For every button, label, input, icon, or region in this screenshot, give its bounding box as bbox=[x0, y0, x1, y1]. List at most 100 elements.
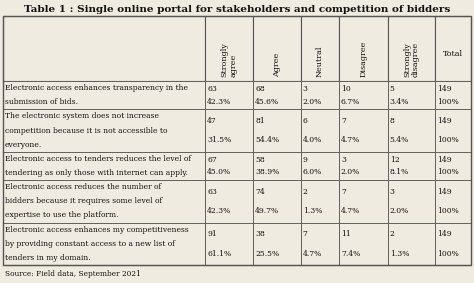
Text: Strongly
disagree: Strongly disagree bbox=[403, 42, 420, 77]
Bar bbox=[3, 222, 205, 265]
Text: 3: 3 bbox=[390, 188, 395, 196]
Bar bbox=[388, 222, 436, 265]
Bar bbox=[436, 152, 471, 180]
Bar bbox=[205, 81, 253, 109]
Text: 25.5%: 25.5% bbox=[255, 250, 279, 258]
Text: competition because it is not accessible to: competition because it is not accessible… bbox=[5, 127, 167, 134]
Bar bbox=[339, 81, 388, 109]
Bar bbox=[253, 222, 301, 265]
Text: 31.5%: 31.5% bbox=[207, 136, 232, 144]
Text: 4.7%: 4.7% bbox=[341, 207, 360, 215]
Text: 3.4%: 3.4% bbox=[390, 98, 409, 106]
Text: 100%: 100% bbox=[438, 250, 459, 258]
Bar bbox=[388, 152, 436, 180]
Bar bbox=[436, 16, 471, 81]
Text: 63: 63 bbox=[207, 188, 217, 196]
Text: 4.7%: 4.7% bbox=[341, 136, 360, 144]
Bar bbox=[253, 16, 301, 81]
Text: 1.3%: 1.3% bbox=[303, 207, 322, 215]
Text: Electronic access enhances transparency in the: Electronic access enhances transparency … bbox=[5, 84, 188, 92]
Text: tenders in my domain.: tenders in my domain. bbox=[5, 254, 91, 262]
Bar bbox=[388, 109, 436, 152]
Text: 100%: 100% bbox=[438, 98, 459, 106]
Bar bbox=[205, 152, 253, 180]
Bar bbox=[253, 152, 301, 180]
Text: 7: 7 bbox=[303, 230, 308, 239]
Text: 3: 3 bbox=[341, 156, 346, 164]
Text: 49.7%: 49.7% bbox=[255, 207, 279, 215]
Text: bidders because it requires some level of: bidders because it requires some level o… bbox=[5, 197, 162, 205]
Text: 2: 2 bbox=[303, 188, 308, 196]
Text: 2.0%: 2.0% bbox=[390, 207, 409, 215]
Bar bbox=[253, 180, 301, 222]
Text: 8.1%: 8.1% bbox=[390, 168, 409, 176]
Bar bbox=[436, 222, 471, 265]
Bar bbox=[301, 152, 339, 180]
Bar bbox=[301, 222, 339, 265]
Bar bbox=[339, 180, 388, 222]
Bar bbox=[301, 81, 339, 109]
Text: 2: 2 bbox=[390, 230, 394, 239]
Bar bbox=[3, 152, 205, 180]
Bar bbox=[301, 16, 339, 81]
Bar bbox=[3, 81, 205, 109]
Text: 2.0%: 2.0% bbox=[303, 98, 322, 106]
Text: Source: Field data, September 2021: Source: Field data, September 2021 bbox=[5, 271, 141, 278]
Bar bbox=[301, 180, 339, 222]
Text: 6: 6 bbox=[303, 117, 308, 125]
Text: 81: 81 bbox=[255, 117, 265, 125]
Bar bbox=[436, 180, 471, 222]
Text: Strongly
agree: Strongly agree bbox=[220, 42, 238, 77]
Bar bbox=[205, 109, 253, 152]
Text: 100%: 100% bbox=[438, 168, 459, 176]
Text: 149: 149 bbox=[438, 117, 452, 125]
Bar bbox=[339, 222, 388, 265]
Bar bbox=[253, 81, 301, 109]
Text: tendering as only those with internet can apply.: tendering as only those with internet ca… bbox=[5, 169, 188, 177]
Text: 74: 74 bbox=[255, 188, 265, 196]
Bar bbox=[388, 81, 436, 109]
Text: submission of bids.: submission of bids. bbox=[5, 98, 78, 106]
Bar bbox=[301, 109, 339, 152]
Text: 61.1%: 61.1% bbox=[207, 250, 231, 258]
Bar bbox=[205, 180, 253, 222]
Bar bbox=[436, 81, 471, 109]
Text: 38: 38 bbox=[255, 230, 265, 239]
Text: 149: 149 bbox=[438, 188, 452, 196]
Text: 67: 67 bbox=[207, 156, 217, 164]
Text: 42.3%: 42.3% bbox=[207, 207, 232, 215]
Text: Agree: Agree bbox=[273, 53, 281, 77]
Text: everyone.: everyone. bbox=[5, 141, 42, 149]
Bar bbox=[3, 180, 205, 222]
Text: 1.3%: 1.3% bbox=[390, 250, 409, 258]
Text: expertise to use the platform.: expertise to use the platform. bbox=[5, 211, 118, 219]
Text: 4.0%: 4.0% bbox=[303, 136, 322, 144]
Text: 45.0%: 45.0% bbox=[207, 168, 231, 176]
Text: by providing constant access to a new list of: by providing constant access to a new li… bbox=[5, 240, 175, 248]
Bar bbox=[3, 16, 471, 265]
Text: Electronic access enhances my competitiveness: Electronic access enhances my competitiv… bbox=[5, 226, 189, 233]
Text: 7: 7 bbox=[341, 188, 346, 196]
Bar bbox=[339, 109, 388, 152]
Text: 12: 12 bbox=[390, 156, 400, 164]
Bar bbox=[339, 16, 388, 81]
Text: 5.4%: 5.4% bbox=[390, 136, 409, 144]
Text: 149: 149 bbox=[438, 156, 452, 164]
Text: 9: 9 bbox=[303, 156, 308, 164]
Text: 8: 8 bbox=[390, 117, 394, 125]
Text: 38.9%: 38.9% bbox=[255, 168, 279, 176]
Text: 63: 63 bbox=[207, 85, 217, 93]
Text: Total: Total bbox=[443, 50, 463, 57]
Text: 10: 10 bbox=[341, 85, 351, 93]
Text: Table 1 : Single online portal for stakeholders and competition of bidders: Table 1 : Single online portal for stake… bbox=[24, 5, 450, 14]
Bar bbox=[339, 152, 388, 180]
Text: 7: 7 bbox=[341, 117, 346, 125]
Bar bbox=[3, 109, 205, 152]
Bar bbox=[388, 180, 436, 222]
Text: 149: 149 bbox=[438, 230, 452, 239]
Text: 100%: 100% bbox=[438, 207, 459, 215]
Text: Disagree: Disagree bbox=[359, 41, 367, 77]
Text: Electronic access to tenders reduces the level of: Electronic access to tenders reduces the… bbox=[5, 155, 191, 163]
Text: 4.7%: 4.7% bbox=[303, 250, 322, 258]
Bar bbox=[3, 16, 205, 81]
